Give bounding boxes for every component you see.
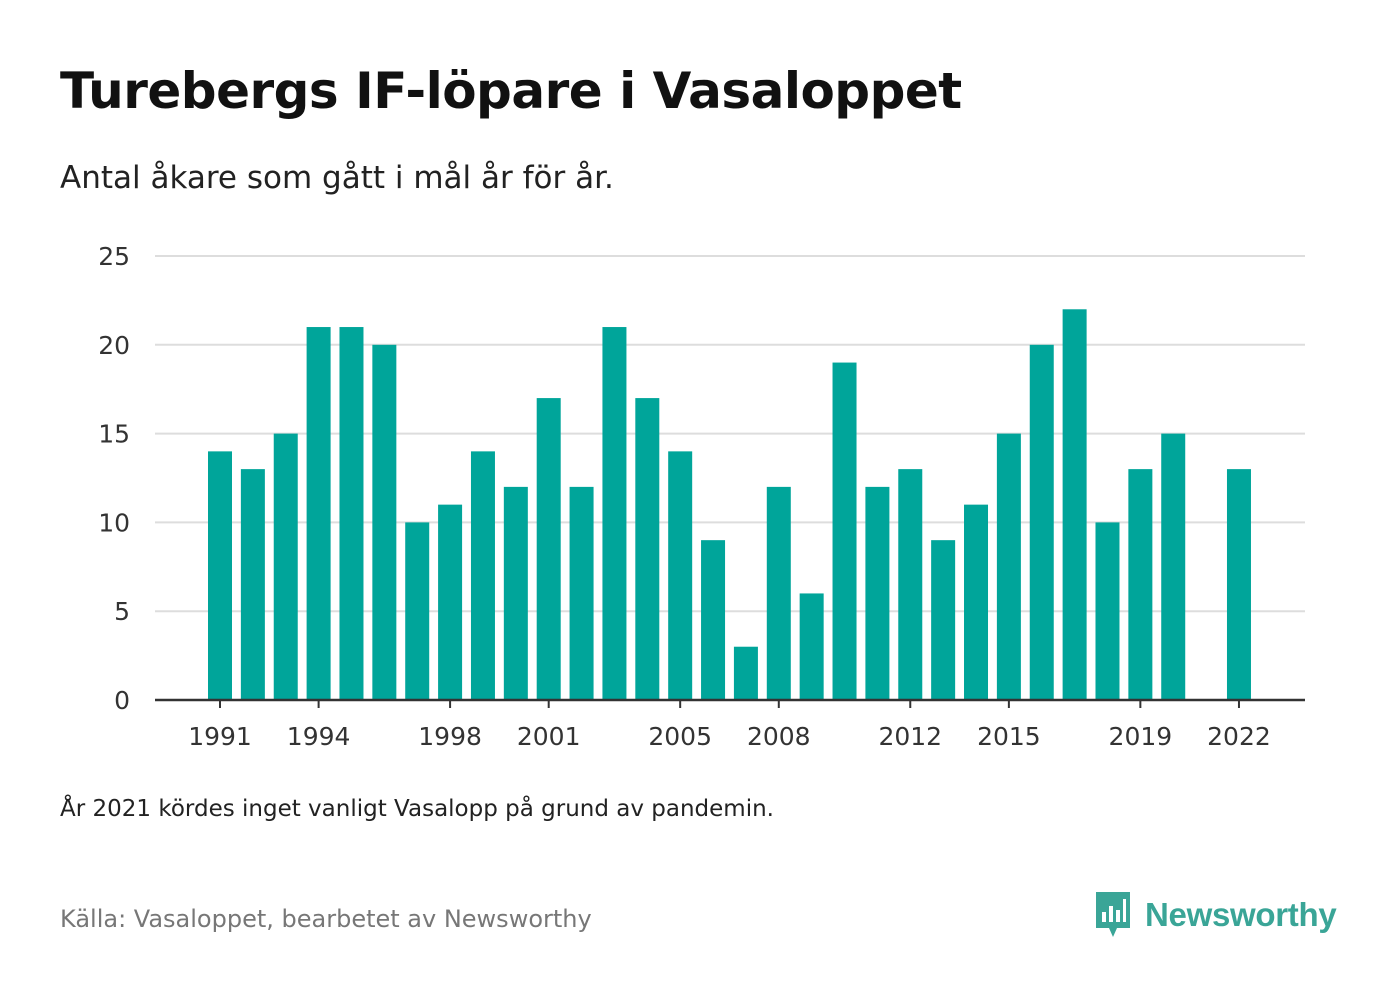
bar-2013 [931, 540, 956, 700]
bar-1994 [306, 327, 331, 700]
y-tick-label: 10 [98, 508, 130, 537]
bar-1992 [240, 469, 265, 700]
x-tick-label: 1998 [418, 722, 482, 751]
bar-2005 [668, 451, 693, 700]
bar-2001 [536, 398, 561, 700]
x-tick-label: 2019 [1109, 722, 1173, 751]
bar-1997 [405, 522, 430, 700]
bar-1999 [470, 451, 495, 700]
y-tick-label: 0 [114, 686, 130, 715]
bar-2022 [1226, 469, 1251, 700]
bar-2007 [733, 646, 758, 700]
bar-2012 [898, 469, 923, 700]
chart-title: Turebergs IF-löpare i Vasaloppet [60, 62, 962, 120]
y-tick-label: 15 [98, 420, 130, 449]
bar-1998 [438, 504, 463, 700]
bar-2011 [865, 486, 890, 700]
y-tick-label: 25 [98, 242, 130, 271]
source-text: Källa: Vasaloppet, bearbetet av Newswort… [60, 905, 592, 933]
y-tick-label: 20 [98, 331, 130, 360]
bar-2009 [799, 593, 824, 700]
bar-2015 [996, 433, 1021, 700]
bars [208, 309, 1251, 700]
bar-2020 [1161, 433, 1186, 700]
bar-2008 [766, 486, 791, 700]
chart-subtitle: Antal åkare som gått i mål år för år. [60, 160, 614, 196]
x-tick-label: 2008 [747, 722, 811, 751]
bar-2010 [832, 362, 857, 700]
bar-2014 [964, 504, 989, 700]
bar-2003 [602, 327, 627, 700]
bar-2018 [1095, 522, 1120, 700]
bar-chart: 0 5 10 15 20 25 1991 1994 1998 2001 2005 2008 2012 2… [98, 242, 1305, 751]
bar-2016 [1029, 344, 1054, 700]
x-axis-ticks: 1991 1994 1998 2001 2005 2008 2012 2015 2019 2022 [188, 700, 1271, 751]
bar-2017 [1062, 309, 1087, 700]
newsworthy-logo: Newsworthy [1093, 890, 1337, 940]
bar-1996 [372, 344, 397, 700]
x-tick-label: 1991 [188, 722, 252, 751]
x-tick-label: 2015 [977, 722, 1041, 751]
bar-2000 [503, 486, 528, 700]
chart-note: År 2021 kördes inget vanligt Vasalopp på… [60, 796, 774, 822]
bar-1993 [273, 433, 298, 700]
bar-1991 [208, 451, 232, 700]
x-tick-label: 1994 [287, 722, 351, 751]
bar-2019 [1128, 469, 1153, 700]
bar-2004 [635, 398, 660, 700]
newsworthy-logo-text: Newsworthy [1145, 896, 1337, 933]
newsworthy-logo-icon [1096, 892, 1130, 937]
y-axis-ticks: 0 5 10 15 20 25 [98, 242, 130, 715]
y-tick-label: 5 [114, 597, 130, 626]
bar-2002 [569, 486, 594, 700]
bar-2006 [701, 540, 726, 700]
x-tick-label: 2005 [648, 722, 712, 751]
x-tick-label: 2001 [517, 722, 581, 751]
x-tick-label: 2022 [1207, 722, 1271, 751]
x-tick-label: 2012 [878, 722, 942, 751]
bar-1995 [339, 327, 364, 700]
